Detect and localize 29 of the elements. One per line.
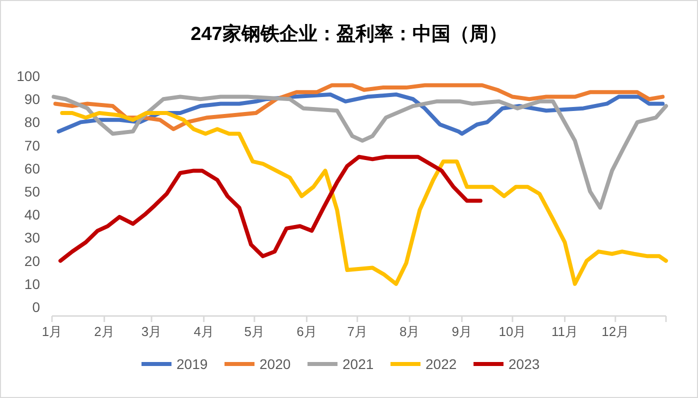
legend-label: 2020 xyxy=(260,356,291,372)
y-tick-label: 60 xyxy=(24,160,40,176)
x-tick-label: 7月 xyxy=(347,324,368,339)
x-tick-label: 10月 xyxy=(498,324,526,339)
y-tick-label: 0 xyxy=(32,299,40,315)
y-tick-label: 70 xyxy=(24,137,40,154)
x-tick-label: 2月 xyxy=(94,324,114,339)
y-tick-label: 50 xyxy=(24,184,40,200)
x-tick-label: 11月 xyxy=(552,324,578,339)
x-tick-label: 8月 xyxy=(399,324,420,339)
legend-label: 2022 xyxy=(426,356,457,372)
x-tick-label: 12月 xyxy=(602,324,630,339)
x-tick-label: 3月 xyxy=(141,324,162,339)
y-tick-label: 100 xyxy=(16,68,40,84)
y-tick-label: 10 xyxy=(24,276,40,292)
y-tick-label: 30 xyxy=(24,230,40,246)
x-tick-label: 4月 xyxy=(194,324,214,339)
title: 247家钢铁企业：盈利率：中国（周） xyxy=(190,24,508,45)
x-tick-label: 9月 xyxy=(452,324,472,339)
y-tick-label: 80 xyxy=(24,114,40,130)
y-tick-label: 90 xyxy=(24,91,40,108)
y-tick-label: 20 xyxy=(24,252,40,269)
legend-label: 2021 xyxy=(342,356,374,372)
legend-label: 2019 xyxy=(176,356,208,372)
x-tick-label: 1月 xyxy=(42,324,62,339)
x-tick-label: 5月 xyxy=(244,324,265,339)
x-tick-label: 6月 xyxy=(296,324,317,339)
y-tick-label: 40 xyxy=(24,206,40,223)
legend-label: 2023 xyxy=(508,356,540,372)
